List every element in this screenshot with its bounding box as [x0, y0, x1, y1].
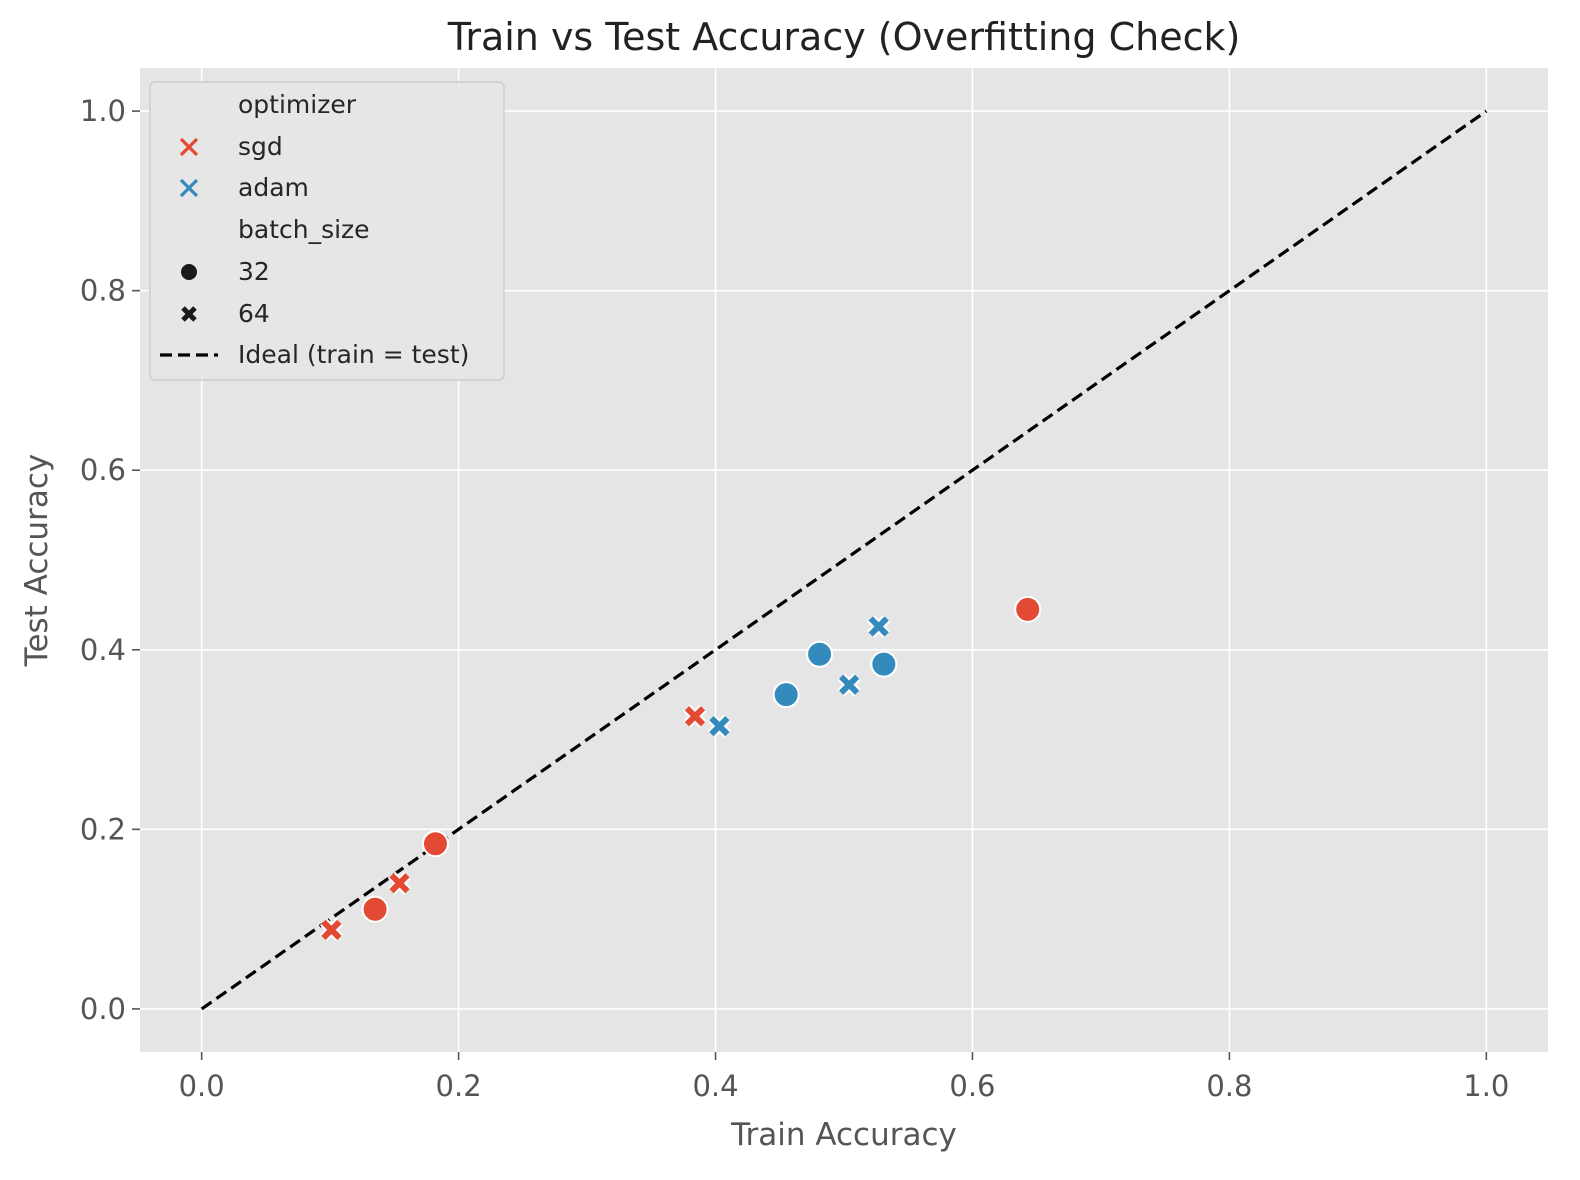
y-tick-label: 0.2 [80, 812, 126, 846]
legend-label-batch-64: 64 [238, 299, 270, 328]
legend: optimizer sgd adam batch_size 32 64 Ideal (tra… [149, 81, 505, 381]
y-axis-label: Test Accuracy [19, 454, 55, 667]
x-tick-label: 0.0 [179, 1069, 225, 1103]
legend-marker-sgd [179, 137, 199, 157]
point-adam-64 [867, 614, 891, 638]
point-sgd-32 [1014, 595, 1042, 623]
point-adam-64 [707, 714, 731, 738]
legend-box [149, 81, 505, 381]
legend-label-batch-32: 32 [238, 257, 270, 286]
point-adam-32 [772, 681, 800, 709]
x-tick-label: 0.8 [1206, 1069, 1252, 1103]
y-tick-label: 1.0 [80, 94, 126, 128]
x-tick-label: 0.4 [692, 1069, 738, 1103]
x-tick-label: 0.2 [436, 1069, 482, 1103]
point-sgd-32 [421, 830, 449, 858]
legend-hue-title: optimizer [238, 90, 357, 119]
chart-title: Train vs Test Accuracy (Overfitting Chec… [447, 15, 1241, 59]
point-sgd-64 [387, 871, 412, 895]
y-tick-label: 0.4 [80, 633, 126, 667]
grid-lines [140, 68, 1548, 1052]
y-tick-label: 0.0 [80, 992, 126, 1026]
ideal-line-layer [200, 109, 1488, 1011]
point-sgd-64 [319, 918, 343, 942]
x-tick-label: 1.0 [1463, 1069, 1509, 1103]
data-points [319, 595, 1042, 942]
point-sgd-32 [361, 895, 389, 923]
legend-marker-32 [181, 264, 197, 280]
x-tick-label: 0.6 [949, 1069, 995, 1103]
legend-marker-adam [179, 178, 199, 198]
legend-marker-64 [181, 306, 197, 322]
ideal-line [200, 109, 1488, 1011]
axis-ticks: 0.0 0.2 0.4 0.6 0.8 1.0 0.0 0.2 0.4 0.6 0.8 1.0 [80, 94, 1510, 1103]
point-sgd-64 [683, 704, 707, 728]
y-tick-label: 0.6 [80, 453, 126, 487]
legend-label-sgd: sgd [238, 132, 283, 161]
legend-label-adam: adam [238, 173, 309, 202]
point-adam-32 [806, 640, 834, 668]
point-adam-64 [837, 673, 861, 697]
legend-label-ideal: Ideal (train = test) [238, 340, 469, 369]
x-axis-label: Train Accuracy [730, 1117, 957, 1153]
point-adam-32 [870, 650, 898, 678]
y-tick-label: 0.8 [80, 274, 126, 308]
legend-style-title: batch_size [238, 215, 370, 244]
